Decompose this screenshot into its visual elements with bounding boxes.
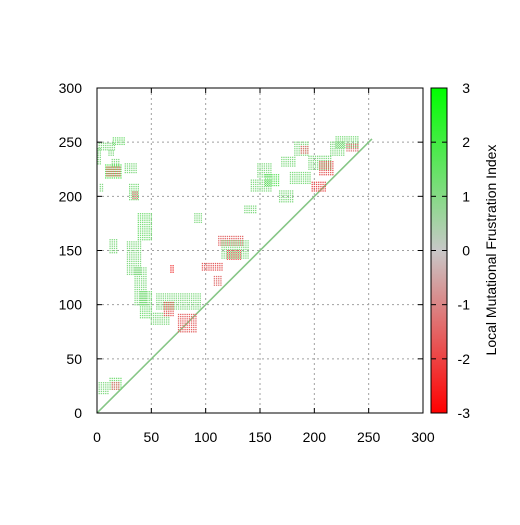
- colorbar-label: Local Mutational Frustration Index: [483, 145, 499, 356]
- contact-region-3: [112, 137, 125, 146]
- y-tick-label-3: 150: [59, 243, 83, 259]
- x-tick-label-2: 100: [194, 429, 218, 445]
- contact-region-19: [177, 313, 197, 333]
- contact-region-33: [278, 190, 294, 203]
- contact-region-14: [134, 267, 147, 306]
- contact-region-1: [98, 142, 116, 151]
- contact-region-26: [213, 275, 222, 286]
- x-tick-label-5: 250: [357, 429, 381, 445]
- contact-region-38: [319, 161, 334, 176]
- contact-region-21: [170, 265, 174, 273]
- contact-region-23: [218, 235, 244, 246]
- colorbar-tick-label-2: 1: [462, 188, 470, 204]
- colorbar-tick-label-3: 0: [462, 243, 470, 259]
- diagonal-contacts: [97, 138, 373, 413]
- contact-region-12: [126, 241, 142, 276]
- contact-region-7: [99, 183, 104, 192]
- contact-region-25: [221, 240, 249, 259]
- contact-region-40: [330, 141, 345, 156]
- x-tick-label-4: 200: [303, 429, 327, 445]
- contact-region-44: [281, 156, 296, 167]
- contact-region-11: [109, 239, 118, 254]
- contact-region-18: [163, 301, 174, 317]
- contact-region-10: [132, 191, 138, 200]
- contact-region-9: [129, 183, 139, 201]
- y-tick-label-2: 100: [59, 297, 83, 313]
- contact-region-6: [111, 158, 120, 167]
- contact-region-31: [257, 163, 272, 178]
- contact-region-30: [250, 179, 272, 192]
- contact-region-36: [300, 145, 309, 154]
- contact-region-24: [226, 249, 242, 260]
- colorbar-tick-label-5: -2: [458, 351, 471, 367]
- contact-region-13: [137, 213, 153, 241]
- y-tick-label-4: 200: [59, 188, 83, 204]
- contact-region-8: [124, 163, 137, 174]
- contact-region-34: [289, 171, 311, 185]
- y-tick-label-6: 300: [59, 80, 83, 96]
- contact-region-15: [139, 291, 153, 319]
- contact-region-43: [244, 205, 257, 214]
- colorbar-tick-label-6: -3: [458, 405, 471, 421]
- contact-region-41: [335, 136, 359, 149]
- contact-region-2: [108, 150, 114, 156]
- x-tick-label-3: 150: [248, 429, 272, 445]
- contact-region-22: [201, 262, 223, 271]
- contact-region-27: [98, 382, 109, 395]
- contact-region-32: [264, 174, 280, 187]
- contact-region-5: [106, 166, 121, 177]
- colorbar-tick-label-0: 3: [462, 80, 470, 96]
- x-tick-label-0: 0: [93, 429, 101, 445]
- contact-region-37: [308, 155, 332, 170]
- contact-region-20: [194, 213, 203, 224]
- contact-region-42: [346, 143, 359, 152]
- colorbar-tick-label-1: 2: [462, 134, 470, 150]
- y-tick-label-1: 50: [66, 351, 82, 367]
- contact-region-4: [105, 164, 122, 179]
- x-tick-label-1: 50: [144, 429, 160, 445]
- contact-region-29: [111, 382, 120, 390]
- colorbar-tick-label-4: -1: [458, 297, 471, 313]
- contact-region-17: [156, 293, 201, 310]
- y-tick-label-5: 250: [59, 134, 83, 150]
- contact-region-16: [150, 312, 170, 325]
- contact-region-0: [97, 148, 101, 165]
- contact-region-39: [311, 181, 326, 192]
- x-tick-label-6: 300: [411, 429, 435, 445]
- contact-region-28: [109, 377, 122, 390]
- y-tick-label-0: 0: [74, 405, 82, 421]
